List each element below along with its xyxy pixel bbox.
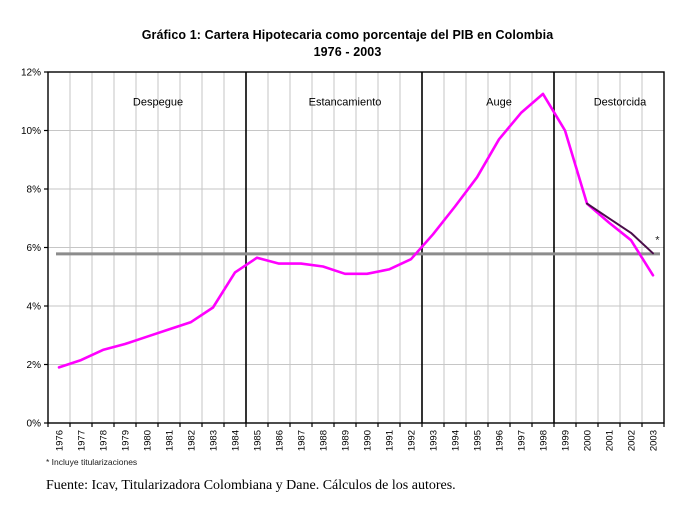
x-axis-label: 1989 [341,430,352,451]
x-axis-label: 1992 [407,430,418,451]
x-axis-label: 1994 [451,430,462,451]
x-axis-label: 1983 [209,430,220,451]
x-axis-label: 2003 [649,430,660,451]
chart-footnote: * Incluye titularizaciones [46,457,138,467]
x-axis-label: 1982 [187,430,198,451]
chart-title: Gráfico 1: Cartera Hipotecaria como porc… [141,28,554,42]
y-axis-label: 6% [27,243,42,254]
x-axis-label: 1981 [165,430,176,451]
y-axis-label: 2% [27,360,42,371]
x-axis-label: 1998 [539,430,550,451]
x-axis-label: 1978 [99,430,110,451]
x-axis-label: 1987 [297,430,308,451]
series-line-1 [586,202,654,255]
chart-source: Fuente: Icav, Titularizadora Colombiana … [46,478,456,493]
y-axis-label: 12% [21,68,41,79]
y-axis-label: 0% [27,419,42,430]
x-axis-label: 1979 [121,430,132,451]
region-label: Destorcida [594,97,647,109]
x-axis-label: 1985 [253,430,264,451]
x-axis-label: 1996 [495,430,506,451]
x-axis-label: 1993 [429,430,440,451]
x-axis-label: 1995 [473,430,484,451]
x-axis-label: 2000 [583,430,594,451]
x-axis-label: 2002 [627,430,638,451]
x-axis-label: 1997 [517,430,528,451]
series-line-0 [57,92,655,369]
y-axis-label: 4% [27,302,42,313]
x-axis-label: 2001 [605,430,616,451]
y-axis-label: 8% [27,185,42,196]
x-axis-label: 1999 [561,430,572,451]
x-axis-label: 1980 [143,430,154,451]
region-label: Auge [486,97,512,109]
x-axis-label: 1976 [55,430,66,451]
x-axis-label: 1984 [231,430,242,451]
line-chart-plot: Despegue Estancamiento Auge Destorcida * 0% 2%… [21,68,665,451]
asterisk-annotation: * [655,234,660,246]
x-axis-label: 1977 [77,430,88,451]
x-axis-label: 1991 [385,430,396,451]
x-axis-label: 1986 [275,430,286,451]
y-axis-label: 10% [21,126,41,137]
x-axis-label: 1988 [319,430,330,451]
region-label: Estancamiento [309,97,382,109]
region-label: Despegue [133,97,183,109]
x-axis-label: 1990 [363,430,374,451]
chart-subtitle: 1976 - 2003 [313,45,382,59]
